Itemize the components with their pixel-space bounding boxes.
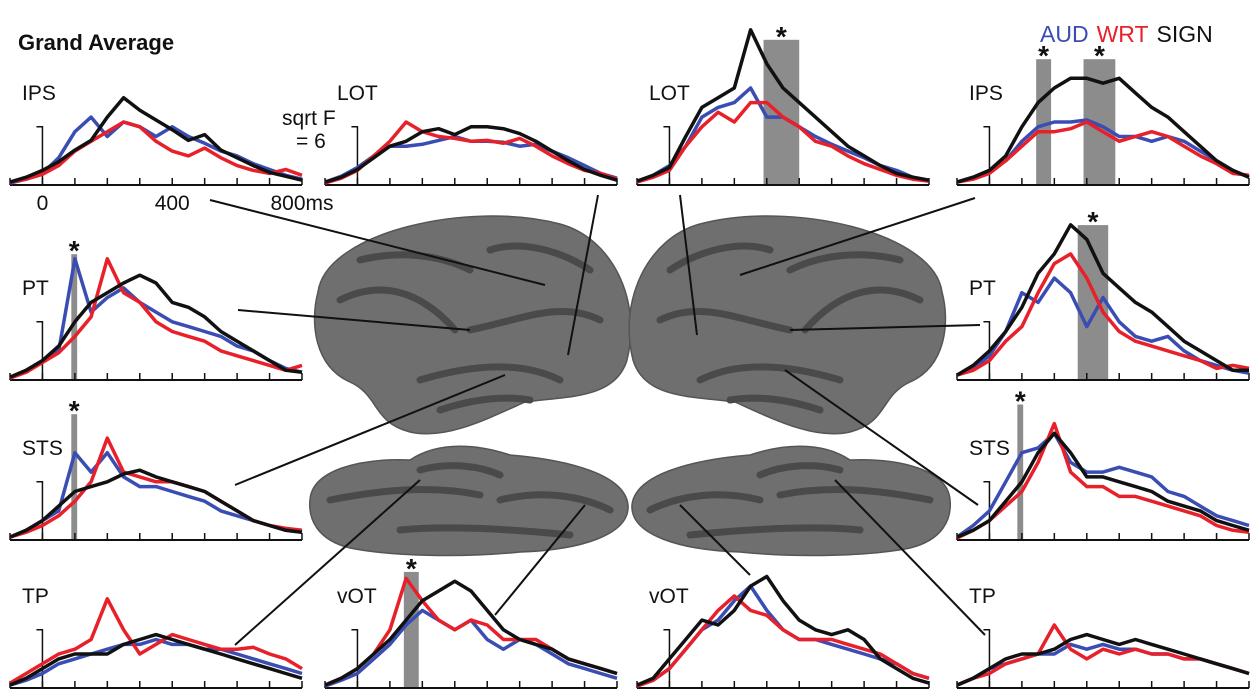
panel: * LOT [637, 21, 929, 185]
x-tick-label: 0 [37, 192, 49, 215]
region-label: IPS [969, 82, 1003, 105]
series-line [10, 259, 302, 378]
panel: 0 400 800ms IPS [10, 82, 334, 215]
significance-marker: * [1094, 40, 1105, 71]
series-line [325, 122, 617, 183]
panel: * * IPS [957, 40, 1249, 185]
region-label: STS [969, 437, 1010, 460]
figure: Grand Average sqrt F = 6 AUDWRTSIGN 0 400… [0, 0, 1255, 693]
panel: TP [957, 585, 1249, 688]
region-label: PT [969, 277, 996, 300]
region-label: IPS [22, 82, 56, 105]
scale-bar-label: = 6 [296, 130, 326, 153]
region-label: TP [22, 585, 49, 608]
scale-bar [36, 322, 42, 380]
brain-images [310, 216, 950, 556]
significance-marker: * [1087, 206, 1098, 237]
scale-bar [663, 127, 669, 185]
region-label: PT [22, 277, 49, 300]
region-label: vOT [337, 585, 377, 608]
significance-marker: * [1015, 386, 1026, 417]
panel: vOT [637, 577, 929, 689]
region-label: STS [22, 437, 63, 460]
x-tick-label: 800ms [270, 192, 333, 215]
panel: *vOT [325, 553, 617, 688]
significance-window [404, 572, 419, 688]
panel: * PT [957, 206, 1249, 380]
region-label: LOT [649, 82, 690, 105]
series-line [10, 259, 302, 378]
scale-bar [36, 630, 42, 688]
panel: LOT [325, 82, 617, 185]
legend-entry: SIGN [1157, 21, 1213, 47]
region-label: LOT [337, 82, 378, 105]
significance-window [1017, 405, 1023, 541]
significance-window [71, 414, 77, 540]
x-tick-label: 400 [155, 192, 190, 215]
region-label: vOT [649, 585, 689, 608]
scale-bar-label: sqrt F [282, 107, 336, 130]
significance-marker: * [776, 21, 787, 52]
panel: * STS [10, 395, 302, 540]
significance-marker: * [1038, 40, 1049, 71]
scale-bar [983, 630, 989, 688]
series-line [325, 127, 617, 182]
scale-bar [351, 630, 357, 688]
region-label: TP [969, 585, 996, 608]
series-line [957, 635, 1249, 686]
significance-marker: * [69, 395, 80, 426]
series-line [10, 453, 302, 537]
scale-bar [351, 127, 357, 185]
panel: TP [10, 585, 302, 688]
series-line [10, 122, 302, 182]
panel: *PT [10, 235, 302, 380]
scale-bar [36, 482, 42, 540]
series-line [957, 625, 1249, 685]
series-line [637, 596, 929, 686]
figure-title: Grand Average [18, 30, 174, 55]
panel: *STS [957, 386, 1249, 541]
significance-window [764, 40, 800, 185]
series-line [10, 117, 302, 183]
